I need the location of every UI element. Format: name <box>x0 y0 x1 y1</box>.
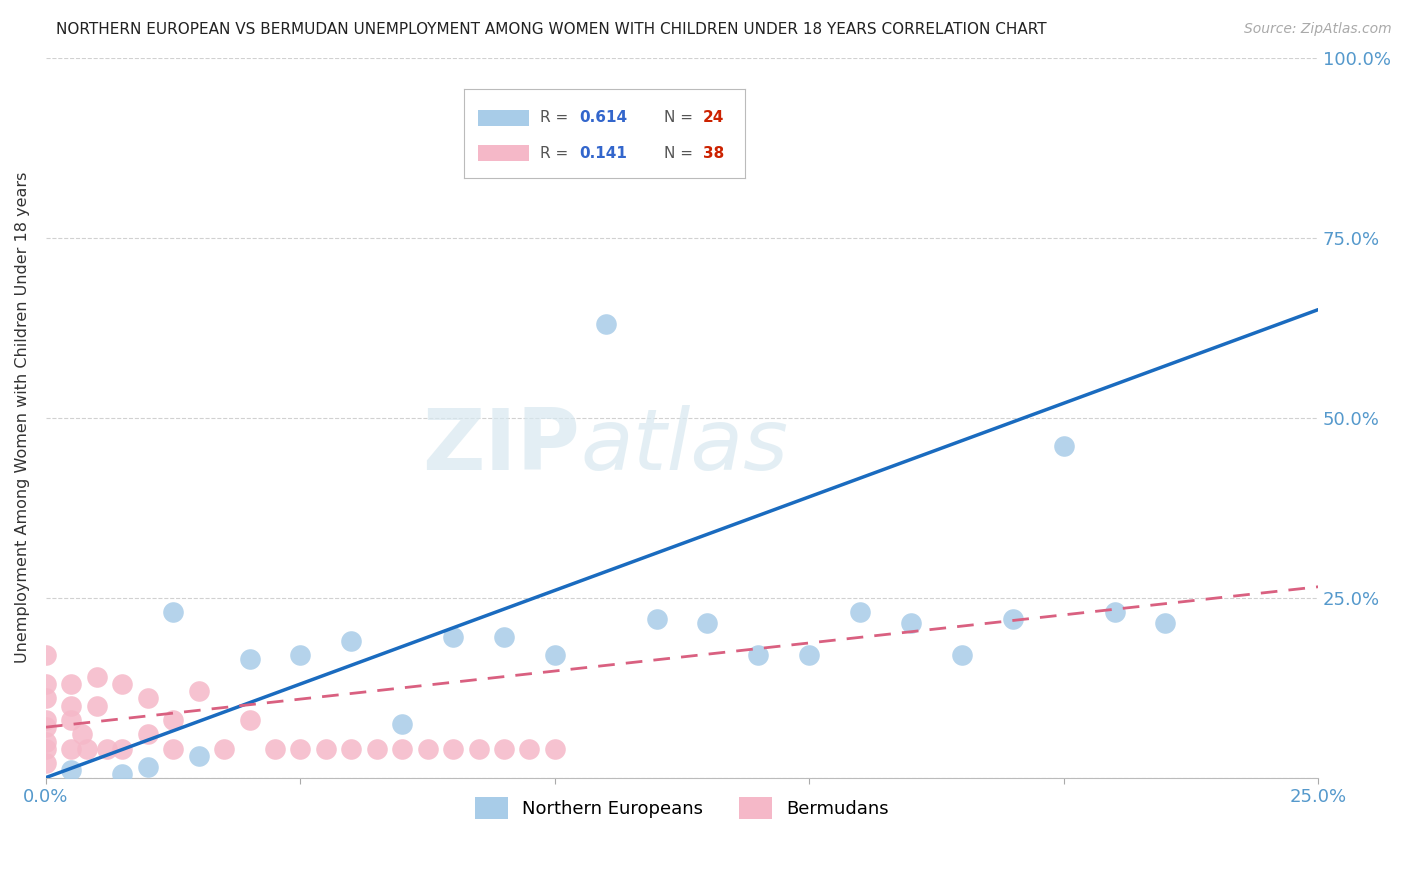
Point <box>264 741 287 756</box>
Point <box>70 727 93 741</box>
Point <box>290 741 312 756</box>
Text: 24: 24 <box>703 111 724 125</box>
Point <box>900 615 922 630</box>
Point <box>366 741 388 756</box>
Text: R =: R = <box>540 111 574 125</box>
Point <box>35 648 58 663</box>
Point <box>60 764 83 778</box>
Point <box>441 741 464 756</box>
Point <box>1001 612 1024 626</box>
Point <box>315 741 337 756</box>
Legend: Northern Europeans, Bermudans: Northern Europeans, Bermudans <box>468 789 896 826</box>
Point <box>1104 605 1126 619</box>
Point <box>544 648 567 663</box>
Point <box>111 677 134 691</box>
Point <box>96 741 118 756</box>
Bar <box>478 110 529 126</box>
Point <box>340 633 363 648</box>
Point <box>340 741 363 756</box>
Point <box>544 741 567 756</box>
Point <box>238 652 260 666</box>
Point <box>492 741 515 756</box>
Point <box>76 741 98 756</box>
Point <box>35 756 58 771</box>
Point <box>187 748 209 763</box>
Point <box>441 630 464 644</box>
Point <box>238 713 260 727</box>
Point <box>595 317 617 331</box>
Point <box>187 684 209 698</box>
Text: 0.614: 0.614 <box>579 111 627 125</box>
Point <box>1154 615 1177 630</box>
Point <box>60 698 83 713</box>
Point <box>60 741 83 756</box>
Point <box>35 734 58 748</box>
Point <box>35 720 58 734</box>
Text: N =: N = <box>664 111 697 125</box>
Text: ZIP: ZIP <box>423 405 581 488</box>
Point <box>492 630 515 644</box>
Point <box>212 741 235 756</box>
Point <box>86 670 108 684</box>
Text: NORTHERN EUROPEAN VS BERMUDAN UNEMPLOYMENT AMONG WOMEN WITH CHILDREN UNDER 18 YE: NORTHERN EUROPEAN VS BERMUDAN UNEMPLOYME… <box>56 22 1047 37</box>
Point <box>645 612 668 626</box>
Point <box>136 760 159 774</box>
Point <box>111 741 134 756</box>
Point <box>35 691 58 706</box>
Text: R =: R = <box>540 146 574 161</box>
Point <box>391 741 413 756</box>
Point <box>60 677 83 691</box>
Point <box>290 648 312 663</box>
Point <box>136 691 159 706</box>
Point <box>1053 439 1076 453</box>
Point <box>35 741 58 756</box>
Text: 38: 38 <box>703 146 724 161</box>
Text: N =: N = <box>664 146 697 161</box>
Text: atlas: atlas <box>581 405 789 488</box>
Point <box>35 677 58 691</box>
Point <box>86 698 108 713</box>
Point <box>111 767 134 781</box>
Point <box>950 648 973 663</box>
Point <box>467 741 489 756</box>
Bar <box>478 145 529 161</box>
Point <box>162 741 184 756</box>
Point <box>799 648 821 663</box>
Y-axis label: Unemployment Among Women with Children Under 18 years: Unemployment Among Women with Children U… <box>15 172 30 664</box>
Text: Source: ZipAtlas.com: Source: ZipAtlas.com <box>1244 22 1392 37</box>
Point <box>696 615 718 630</box>
Point <box>519 741 541 756</box>
Point <box>747 648 769 663</box>
Point <box>416 741 439 756</box>
Text: 0.141: 0.141 <box>579 146 627 161</box>
Point <box>162 605 184 619</box>
Point <box>162 713 184 727</box>
Point <box>849 605 872 619</box>
Point <box>136 727 159 741</box>
Point <box>60 713 83 727</box>
Point <box>391 716 413 731</box>
Point <box>35 713 58 727</box>
